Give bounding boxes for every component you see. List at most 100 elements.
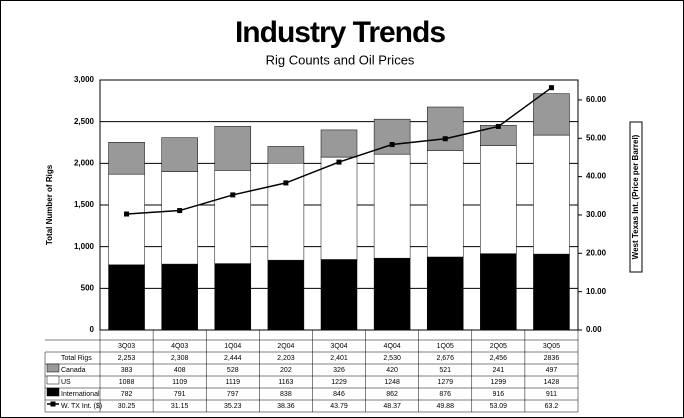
table-cell: 35.23 [224, 403, 242, 410]
table-cell: 53.09 [490, 403, 508, 410]
bar-segment [533, 93, 570, 136]
price-marker [283, 180, 289, 186]
table-cell: 497 [546, 367, 558, 374]
price-marker [548, 85, 554, 91]
table-cell: 521 [439, 367, 451, 374]
chart-subtitle: Rig Counts and Oil Prices [266, 52, 415, 67]
legend-swatch [50, 401, 56, 407]
y-tick-label: 1,500 [74, 200, 95, 209]
x-tick-label: 3Q05 [543, 343, 560, 350]
table-cell: 48.37 [383, 403, 401, 410]
table-cell: 241 [492, 367, 504, 374]
table-cell: 2,676 [436, 355, 454, 362]
bar-segment [533, 134, 570, 255]
bar-segment [214, 170, 252, 264]
bar-segment [267, 259, 305, 331]
table-cell: 2,456 [490, 355, 508, 362]
bar-segment [108, 264, 145, 331]
table-cell: 1428 [544, 379, 560, 386]
table-cell: 876 [439, 391, 451, 398]
y2-tick-label: 60.00 [586, 95, 607, 104]
y-tick-label: 0 [90, 325, 95, 334]
x-tick-label: 1Q04 [224, 343, 241, 350]
bar-segment [426, 256, 464, 331]
y-axis-title: Total Number of Rigs [45, 164, 54, 245]
x-tick-label: 2Q04 [277, 343, 294, 350]
x-tick-label: 2Q05 [490, 343, 507, 350]
table-cell: 1109 [172, 379, 187, 386]
bar-segment [108, 173, 145, 266]
table-cell: 420 [386, 367, 398, 374]
table-cell: 916 [492, 391, 504, 398]
legend-label: W. TX Int. ($) [61, 403, 102, 410]
table-cell: 528 [227, 367, 239, 374]
table-cell: 846 [333, 391, 345, 398]
table-cell: 2,444 [224, 355, 242, 362]
x-tick-label: 4Q04 [384, 343, 401, 350]
table-cell: 2,401 [330, 355, 348, 362]
bar-segment [373, 257, 411, 331]
y2-tick-label: 30.00 [586, 210, 607, 219]
table-cell: 1279 [437, 379, 453, 386]
y-tick-label: 3,000 [74, 75, 95, 84]
x-tick-label: 1Q05 [437, 343, 454, 350]
table-cell: 911 [546, 391, 557, 398]
bar-segment [320, 156, 358, 260]
y2-tick-label: 40.00 [586, 172, 607, 181]
y2-tick-label: 0.00 [586, 325, 602, 334]
bar-segment [426, 150, 464, 258]
price-marker [495, 123, 501, 129]
y-tick-label: 2,000 [74, 158, 95, 167]
x-tick-label: 4Q03 [171, 343, 188, 350]
y2-axis-title: West Texas Int. (Price per Barrel) [631, 134, 640, 259]
y2-tick-label: 10.00 [586, 287, 607, 296]
table-cell: 1229 [331, 379, 347, 386]
table-cell: 1088 [119, 379, 135, 386]
table-cell: 408 [174, 367, 186, 374]
price-marker [336, 159, 342, 165]
price-marker [442, 136, 448, 142]
table-cell: 2836 [544, 355, 560, 362]
x-tick-label: 3Q04 [330, 343, 347, 350]
bar-segment [214, 263, 252, 331]
price-marker [389, 142, 395, 148]
x-tick-label: 3Q03 [118, 343, 135, 350]
y-tick-label: 2,500 [74, 117, 95, 126]
bar-segment [161, 137, 198, 172]
table-cell: 797 [227, 391, 239, 398]
price-marker [177, 208, 183, 214]
table-cell: 49.88 [436, 403, 454, 410]
bar-segment [108, 142, 145, 175]
table-cell: 38.36 [277, 403, 295, 410]
bar-segment [480, 145, 517, 254]
price-marker [124, 211, 130, 217]
table-row-label: Total Rigs [61, 355, 92, 362]
bar-segment [533, 253, 570, 331]
table-cell: 326 [333, 367, 345, 374]
legend-swatch [46, 363, 60, 373]
table-cell: 1299 [491, 379, 507, 386]
table-cell: 1119 [226, 379, 241, 386]
bar-segment [480, 253, 517, 331]
bar-segment [161, 171, 198, 265]
table-cell: 2,203 [277, 355, 295, 362]
bar-segment [373, 153, 411, 259]
y2-tick-label: 20.00 [586, 248, 607, 257]
table-cell: 2,530 [383, 355, 401, 362]
bar-segment [320, 129, 358, 158]
legend-label: US [61, 379, 71, 386]
y-tick-label: 500 [81, 283, 95, 292]
table-cell: 1248 [384, 379, 400, 386]
bar-segment [214, 126, 252, 171]
table-cell: 202 [280, 367, 292, 374]
legend-swatch [46, 375, 60, 385]
bar-segment [320, 259, 358, 331]
price-marker [230, 192, 236, 198]
bar-segment [426, 106, 464, 151]
bar-segment [267, 146, 305, 164]
table-cell: 791 [174, 391, 186, 398]
legend-label: International [61, 391, 100, 398]
table-cell: 862 [386, 391, 398, 398]
